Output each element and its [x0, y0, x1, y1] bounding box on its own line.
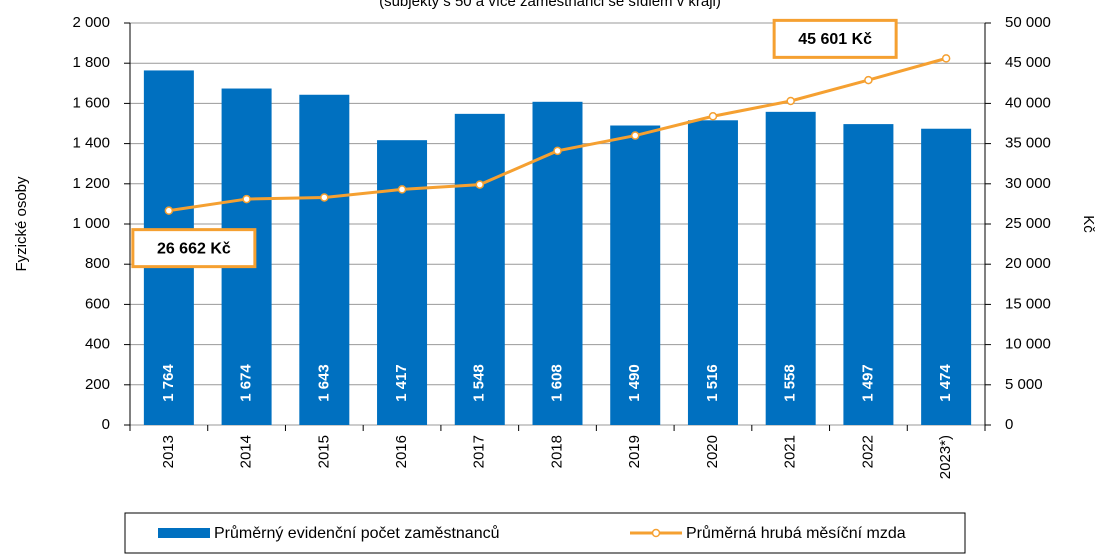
x-tick-label: 2020 — [704, 435, 721, 468]
y2-tick-label: 45 000 — [1005, 54, 1051, 71]
x-tick-label: 2017 — [471, 435, 488, 468]
bar — [532, 101, 583, 426]
x-tick-label: 2018 — [548, 435, 565, 468]
y2-tick-label: 30 000 — [1005, 175, 1051, 192]
bar-value-label: 1 643 — [315, 364, 332, 402]
legend-swatch — [158, 528, 210, 538]
y2-tick-label: 25 000 — [1005, 215, 1051, 232]
line-marker — [320, 193, 329, 202]
line-marker — [941, 54, 951, 63]
bar-value-label: 1 608 — [548, 364, 565, 402]
y-tick-label: 1 400 — [72, 135, 110, 152]
annotation-box — [772, 18, 898, 59]
legend-marker — [651, 528, 661, 538]
y2-tick-label: 40 000 — [1005, 94, 1051, 111]
y-tick-label: 600 — [85, 295, 110, 312]
x-tick-label: 2016 — [393, 435, 410, 468]
annotation: 45 601 Kč — [798, 31, 872, 48]
bar — [765, 111, 816, 425]
bar — [454, 113, 505, 426]
bar — [299, 94, 350, 425]
bar — [687, 120, 738, 425]
y2-tick-label: 35 000 — [1005, 135, 1051, 152]
line-marker — [786, 96, 795, 106]
bar-value-label: 1 490 — [626, 364, 643, 402]
y2-tick-label: 15 000 — [1005, 295, 1051, 312]
bar-value-label: 1 497 — [859, 364, 876, 402]
bar-value-label: 1 417 — [393, 364, 410, 402]
bar — [843, 124, 894, 425]
line-marker — [630, 131, 640, 140]
y2-tick-label: 0 — [1005, 416, 1013, 433]
annotation-box — [131, 228, 257, 269]
y-tick-label: 1 200 — [72, 175, 110, 192]
line-marker — [708, 112, 718, 121]
legend-label: Průměrný evidenční počet zaměstnanců — [214, 524, 499, 542]
chart-subtitle: (subjekty s 50 a více zaměstnanci se síd… — [379, 0, 721, 10]
line-marker — [864, 75, 873, 85]
y-tick-label: 2 000 — [72, 14, 110, 31]
bar — [921, 128, 972, 425]
x-tick-label: 2015 — [315, 435, 332, 468]
y2-tick-label: 20 000 — [1005, 255, 1051, 272]
y-tick-label: 1 600 — [72, 94, 110, 111]
bar-value-label: 1 764 — [160, 364, 177, 402]
bar-value-label: 1 674 — [238, 364, 255, 402]
y-tick-label: 400 — [85, 336, 110, 353]
bar-value-label: 1 548 — [471, 364, 488, 402]
annotation: 26 662 Kč — [157, 240, 231, 257]
x-tick-label: 2021 — [782, 435, 799, 468]
legend-label: Průměrná hrubá měsíční mzda — [686, 524, 906, 542]
x-tick-label: 2022 — [859, 435, 876, 468]
line-marker — [553, 146, 562, 156]
y-tick-label: 0 — [102, 416, 110, 433]
legend-box — [124, 512, 966, 554]
bar-value-label: 1 516 — [704, 364, 721, 402]
x-tick-label: 2023*) — [937, 435, 954, 479]
y2-tick-label: 50 000 — [1005, 14, 1051, 31]
x-tick-label: 2019 — [626, 435, 643, 468]
y-tick-label: 800 — [85, 255, 110, 272]
bar — [610, 125, 661, 425]
line-marker — [397, 185, 407, 194]
y2-tick-label: 10 000 — [1005, 336, 1051, 353]
line-marker — [475, 180, 485, 189]
y-axis-label: Fyzické osoby — [13, 176, 30, 272]
line-marker — [242, 194, 251, 204]
y2-axis-label: Kč — [1080, 215, 1097, 233]
bar-value-label: 1 558 — [782, 364, 799, 402]
line-marker — [164, 206, 174, 215]
x-tick-label: 2013 — [160, 435, 177, 468]
y-tick-label: 200 — [85, 376, 110, 393]
x-tick-label: 2014 — [238, 435, 255, 468]
bar-value-label: 1 474 — [937, 364, 954, 402]
y-tick-label: 1 800 — [72, 54, 110, 71]
y-tick-label: 1 000 — [72, 215, 110, 232]
y2-tick-label: 5 000 — [1005, 376, 1043, 393]
